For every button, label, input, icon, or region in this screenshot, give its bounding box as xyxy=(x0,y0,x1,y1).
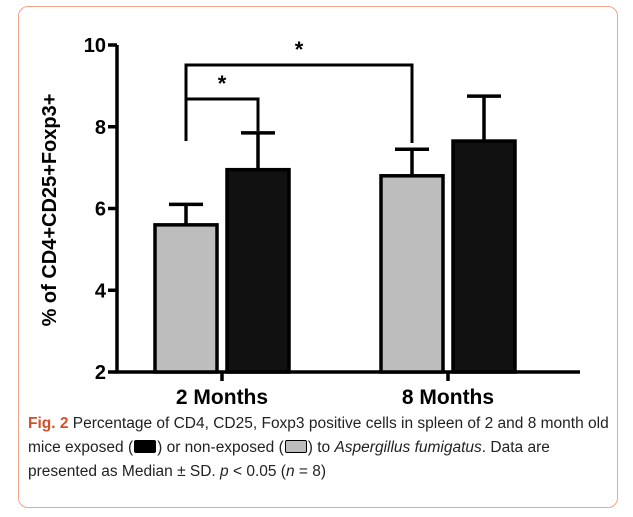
bar xyxy=(451,139,517,374)
significance-star: * xyxy=(218,71,227,96)
y-tick-label: 4 xyxy=(95,280,107,302)
caption-text-6: = 8) xyxy=(294,463,327,480)
caption-text-5: < 0.05 ( xyxy=(228,463,286,480)
significance-brackets: ** xyxy=(184,37,414,143)
bar xyxy=(225,167,291,374)
significance-bracket xyxy=(184,63,414,143)
y-tick-label: 2 xyxy=(95,362,106,384)
caption-p-symbol: p xyxy=(220,463,229,480)
bars xyxy=(153,94,517,374)
x-tick-label: 8 Months xyxy=(402,386,494,409)
non-exposed-swatch-icon xyxy=(284,440,307,453)
caption-n-symbol: n xyxy=(285,463,295,480)
bar xyxy=(153,223,219,374)
significance-star: * xyxy=(295,37,304,62)
caption-species: Aspergillus fumigatus xyxy=(334,439,482,456)
caption-text-1: Percentage of CD4, CD25, Foxp3 positive … xyxy=(28,415,609,456)
y-tick-label: 6 xyxy=(95,199,106,221)
significance-bracket xyxy=(184,97,260,141)
exposed-swatch-icon xyxy=(134,440,157,453)
caption-text-2: ) or non-exposed ( xyxy=(157,439,284,456)
figure-caption: Fig. 2 Percentage of CD4, CD25, Foxp3 po… xyxy=(28,412,610,484)
caption-text-3: ) to xyxy=(307,439,335,456)
caption-text-4: . Data are presented as Median ± SD. xyxy=(28,439,550,480)
y-tick-label: 10 xyxy=(84,35,106,57)
x-tick-label: 2 Months xyxy=(176,386,268,409)
y-tick-label: 8 xyxy=(95,117,106,139)
figure-label: Fig. 2 xyxy=(28,415,69,432)
bar xyxy=(379,174,445,374)
y-axis-label: % of CD4+CD25+Foxp3+ xyxy=(39,94,61,327)
